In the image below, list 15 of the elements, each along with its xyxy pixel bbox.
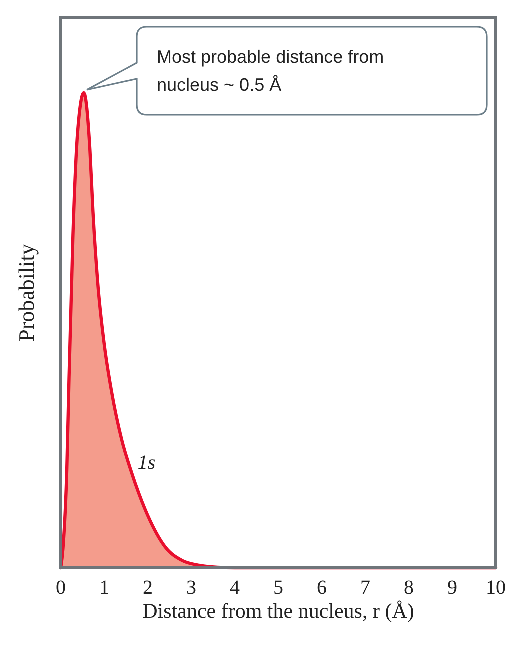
x-tick-label: 2 xyxy=(143,577,153,599)
annotation: Most probable distance from nucleus ~ 0.5 Å xyxy=(157,47,384,95)
x-tick-label: 0 xyxy=(56,577,66,599)
x-tick-label: 9 xyxy=(448,577,458,599)
x-tick-label: 10 xyxy=(486,577,506,599)
x-tick-label: 7 xyxy=(360,577,370,599)
y-axis-title: Probability xyxy=(14,244,39,342)
x-tick-label: 3 xyxy=(186,577,196,599)
x-tick-label: 5 xyxy=(274,577,284,599)
x-tick-label: 6 xyxy=(317,577,327,599)
series-label: 1s xyxy=(138,452,156,474)
x-tick-label: 8 xyxy=(404,577,414,599)
x-tick-label: 1 xyxy=(100,577,110,599)
x-axis-title: Distance from the nucleus, r (Å) xyxy=(142,599,414,623)
x-tick-label: 4 xyxy=(230,577,240,599)
